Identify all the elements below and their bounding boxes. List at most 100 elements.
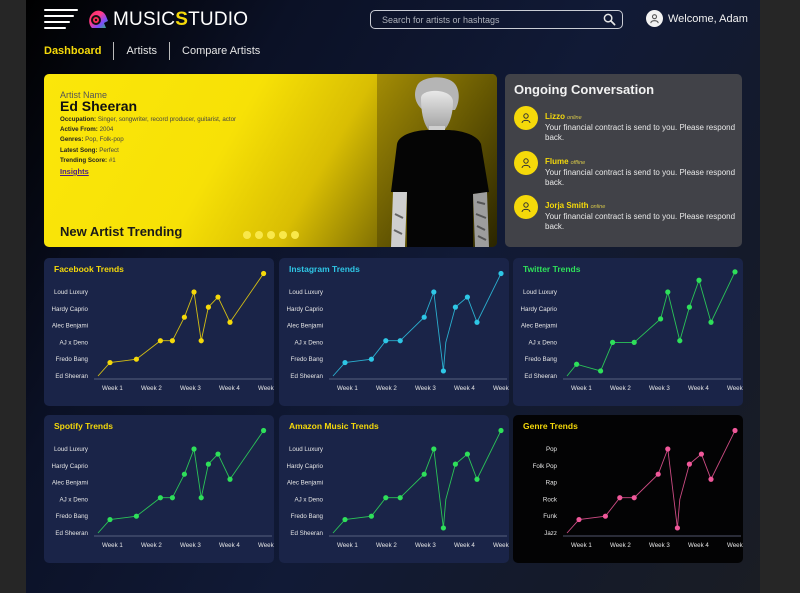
- y-axis-label: Funk: [543, 513, 558, 520]
- data-point[interactable]: [198, 338, 204, 344]
- ongoing-conversation-panel: Ongoing Conversation Lizzo online Your fi…: [505, 74, 742, 247]
- data-point[interactable]: [431, 289, 437, 295]
- carousel-dot[interactable]: [243, 231, 251, 239]
- data-point[interactable]: [617, 495, 623, 501]
- nav-tab-compare-artists[interactable]: Compare Artists: [169, 42, 272, 60]
- data-point[interactable]: [665, 289, 671, 295]
- data-point[interactable]: [464, 294, 470, 300]
- data-point[interactable]: [674, 525, 680, 531]
- data-point[interactable]: [383, 495, 389, 501]
- user-menu[interactable]: Welcome, Adam: [646, 10, 748, 27]
- data-point[interactable]: [191, 289, 197, 295]
- data-point[interactable]: [191, 446, 197, 452]
- data-point[interactable]: [107, 359, 113, 366]
- conversation-item[interactable]: Lizzo online Your financial contract is s…: [514, 106, 735, 146]
- data-point[interactable]: [631, 495, 637, 501]
- data-point[interactable]: [107, 516, 113, 523]
- insights-link[interactable]: Insights: [60, 167, 89, 176]
- data-point[interactable]: [198, 495, 204, 501]
- carousel-dot[interactable]: [267, 231, 275, 239]
- data-point[interactable]: [474, 476, 480, 482]
- y-axis-label: Ed Sheeran: [290, 373, 323, 380]
- data-point[interactable]: [342, 516, 348, 523]
- conversation-item[interactable]: Flume offline Your financial contract is …: [514, 151, 735, 191]
- data-point[interactable]: [261, 427, 267, 434]
- data-point[interactable]: [133, 513, 139, 519]
- conversation-item[interactable]: Jorja Smith online Your financial contrac…: [514, 195, 735, 235]
- data-point[interactable]: [421, 314, 427, 320]
- data-point[interactable]: [440, 525, 446, 531]
- search-input[interactable]: [382, 12, 592, 27]
- data-point[interactable]: [133, 356, 139, 362]
- data-point[interactable]: [474, 319, 480, 325]
- data-point[interactable]: [598, 368, 604, 374]
- data-point[interactable]: [658, 316, 664, 322]
- data-point[interactable]: [261, 270, 267, 277]
- trend-line: [332, 430, 502, 534]
- y-axis-label: Ed Sheeran: [524, 373, 557, 380]
- data-point[interactable]: [610, 339, 616, 345]
- chart-plot: Ed Sheeran Fredo Bang AJ x Deno Alec Benjam…: [521, 269, 743, 392]
- carousel-dot[interactable]: [255, 231, 263, 239]
- data-point[interactable]: [452, 304, 458, 310]
- data-point[interactable]: [498, 270, 504, 277]
- data-point[interactable]: [574, 361, 580, 367]
- data-point[interactable]: [431, 446, 437, 452]
- data-point[interactable]: [157, 338, 163, 344]
- data-point[interactable]: [464, 451, 470, 457]
- data-point[interactable]: [215, 451, 221, 457]
- data-point[interactable]: [342, 359, 348, 366]
- data-point[interactable]: [397, 495, 403, 501]
- data-point[interactable]: [368, 513, 374, 519]
- data-point[interactable]: [708, 319, 714, 325]
- x-axis-label: Week 1: [102, 385, 123, 392]
- data-point[interactable]: [181, 314, 187, 320]
- trending-score-row: Trending Score: #1: [60, 156, 116, 164]
- search-box[interactable]: [370, 10, 623, 29]
- data-point[interactable]: [602, 513, 608, 519]
- data-point[interactable]: [205, 461, 211, 467]
- trend-line: [97, 273, 264, 377]
- data-point[interactable]: [215, 294, 221, 300]
- data-point[interactable]: [227, 476, 233, 482]
- data-point[interactable]: [732, 427, 738, 434]
- data-point[interactable]: [227, 319, 233, 325]
- data-point[interactable]: [368, 356, 374, 362]
- carousel-dot[interactable]: [291, 231, 299, 239]
- data-point[interactable]: [698, 451, 704, 457]
- data-point[interactable]: [631, 339, 637, 345]
- menu-hamburger-icon[interactable]: [44, 9, 78, 31]
- data-point[interactable]: [397, 338, 403, 344]
- data-point[interactable]: [169, 338, 175, 344]
- y-axis-label: Loud Luxury: [54, 446, 89, 453]
- nav-tab-artists[interactable]: Artists: [113, 42, 169, 60]
- data-point[interactable]: [383, 338, 389, 344]
- data-point[interactable]: [169, 495, 175, 501]
- data-point[interactable]: [181, 471, 187, 477]
- data-point[interactable]: [655, 471, 661, 477]
- data-point[interactable]: [686, 304, 692, 310]
- nav-tab-dashboard[interactable]: Dashboard: [44, 45, 102, 57]
- data-point[interactable]: [696, 277, 702, 283]
- x-axis-label: Week 4: [688, 542, 709, 549]
- carousel-dot[interactable]: [279, 231, 287, 239]
- data-point[interactable]: [686, 461, 692, 467]
- data-point[interactable]: [452, 461, 458, 467]
- data-point[interactable]: [498, 427, 504, 434]
- data-point[interactable]: [157, 495, 163, 501]
- data-point[interactable]: [677, 338, 683, 344]
- data-point[interactable]: [732, 269, 738, 275]
- logo[interactable]: MUSICSTUDIO: [86, 7, 248, 33]
- artist-photo: [377, 74, 497, 247]
- data-point[interactable]: [665, 446, 671, 452]
- data-point[interactable]: [205, 304, 211, 310]
- data-point[interactable]: [576, 516, 582, 523]
- data-point[interactable]: [440, 368, 446, 374]
- y-axis-label: Pop: [546, 446, 558, 453]
- amazon-music-trends-chart: Ed Sheeran Fredo Bang AJ x Deno Alec Benjam…: [279, 415, 509, 563]
- chart-title: Genre Trends: [523, 421, 578, 431]
- search-icon[interactable]: [603, 13, 616, 26]
- data-point[interactable]: [421, 471, 427, 477]
- data-point[interactable]: [708, 476, 714, 482]
- latest-song-row: Latest Song: Perfect: [60, 146, 119, 154]
